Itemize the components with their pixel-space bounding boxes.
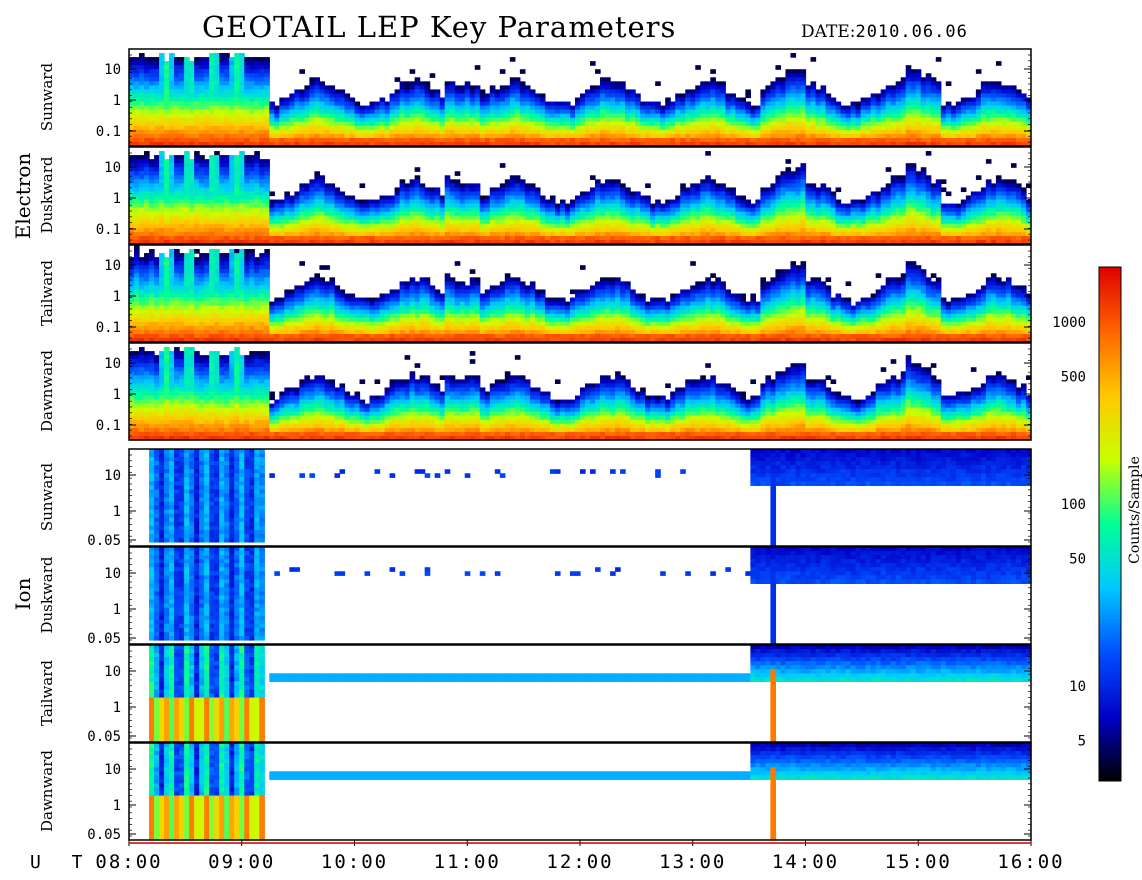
x-tick-label: 10:00 [321, 851, 388, 873]
electron-group-label: Electron [11, 153, 35, 240]
colorbar-tick-label: 1000 [1052, 315, 1086, 331]
electron-sunward-ytick-label: 1 [113, 93, 121, 109]
x-tick-label: 14:00 [772, 851, 839, 873]
electron-spectrogram [129, 151, 1032, 245]
electron-tailward-ytick-label: 10 [104, 258, 121, 274]
ion-panel-frame [128, 546, 1032, 645]
electron-sunward-ytick-label: 0.1 [96, 124, 121, 140]
ion-duskward-ytick-label: 1 [113, 602, 121, 618]
ion-panel-label: Dawnward [38, 750, 56, 832]
colorbar-tick-label: 100 [1061, 497, 1086, 513]
ion-dawnward-ytick-label: 1 [113, 798, 121, 814]
ion-tailward-ytick-label: 1 [113, 700, 121, 716]
ion-group-label: Ion [11, 577, 35, 610]
ion-dawnward-ytick-label: 0.05 [87, 827, 121, 843]
colorbar-tick-label: 5 [1078, 734, 1086, 750]
electron-panel-frame [128, 244, 1032, 343]
colorbar-label: Counts/Sample [1127, 456, 1142, 564]
colorbar [1098, 266, 1122, 782]
colorbar-tick-label: 50 [1069, 552, 1086, 568]
electron-dawnward-ytick-label: 10 [104, 356, 121, 372]
ion-sunward-ytick-label: 1 [113, 504, 121, 520]
chart-title: GEOTAIL LEP Key Parameters [202, 10, 677, 44]
electron-dawnward-ytick-label: 1 [113, 387, 121, 403]
electron-tailward-ytick-label: 1 [113, 289, 121, 305]
electron-duskward-ytick-label: 10 [104, 160, 121, 176]
electron-panel-label: Sunward [38, 63, 56, 132]
ion-panel-label: Duskward [38, 556, 56, 633]
ion-duskward-ytick-label: 0.05 [87, 631, 121, 647]
electron-spectrogram [129, 53, 1032, 147]
electron-spectrogram [129, 347, 1032, 441]
electron-duskward-ytick-label: 0.1 [96, 222, 121, 238]
electron-dawnward-ytick-label: 0.1 [96, 418, 121, 434]
date-prefix: DATE: [801, 22, 856, 42]
ion-sunward-ytick-label: 0.05 [87, 533, 121, 549]
ion-duskward-ytick-label: 10 [104, 566, 121, 582]
ion-spectrogram [149, 449, 1032, 547]
ion-tailward-ytick-label: 0.05 [87, 729, 121, 745]
ion-spectrogram [149, 547, 1032, 645]
ion-sunward-ytick-label: 10 [104, 468, 121, 484]
ion-tailward-ytick-label: 10 [104, 664, 121, 680]
electron-tailward-ytick-label: 0.1 [96, 320, 121, 336]
electron-panel-frame [128, 146, 1032, 245]
x-axis-label: U T [30, 852, 93, 873]
ion-dawnward-ytick-label: 10 [104, 762, 121, 778]
ion-spectrogram [149, 645, 1032, 743]
electron-panel-label: Dawnward [38, 350, 56, 432]
electron-sunward-ytick-label: 10 [104, 62, 121, 78]
electron-panel-label: Tailward [38, 260, 56, 326]
electron-spectrogram [129, 245, 1032, 343]
x-tick-label: 09:00 [208, 851, 275, 873]
x-tick-label: 11:00 [434, 851, 501, 873]
colorbar-tick-label: 10 [1069, 679, 1086, 695]
electron-panel-frame [128, 48, 1032, 147]
x-tick-label: 13:00 [659, 851, 726, 873]
ion-panel-label: Tailward [38, 660, 56, 726]
x-tick-label: 08:00 [95, 851, 162, 873]
electron-duskward-ytick-label: 1 [113, 191, 121, 207]
ion-spectrogram [149, 743, 1032, 841]
x-tick-label: 12:00 [546, 851, 613, 873]
ion-panel-label: Sunward [38, 463, 56, 532]
ion-panel-frame [128, 448, 1032, 547]
electron-panel-label: Duskward [38, 156, 56, 233]
date-label: DATE:2010.06.06 [801, 22, 968, 42]
x-tick-label: 15:00 [885, 851, 952, 873]
x-tick-label: 16:00 [997, 851, 1064, 873]
date-value: 2010.06.06 [855, 22, 968, 42]
ion-panel-frame [128, 644, 1032, 743]
electron-panel-frame [128, 342, 1032, 441]
colorbar-tick-label: 500 [1061, 370, 1086, 386]
